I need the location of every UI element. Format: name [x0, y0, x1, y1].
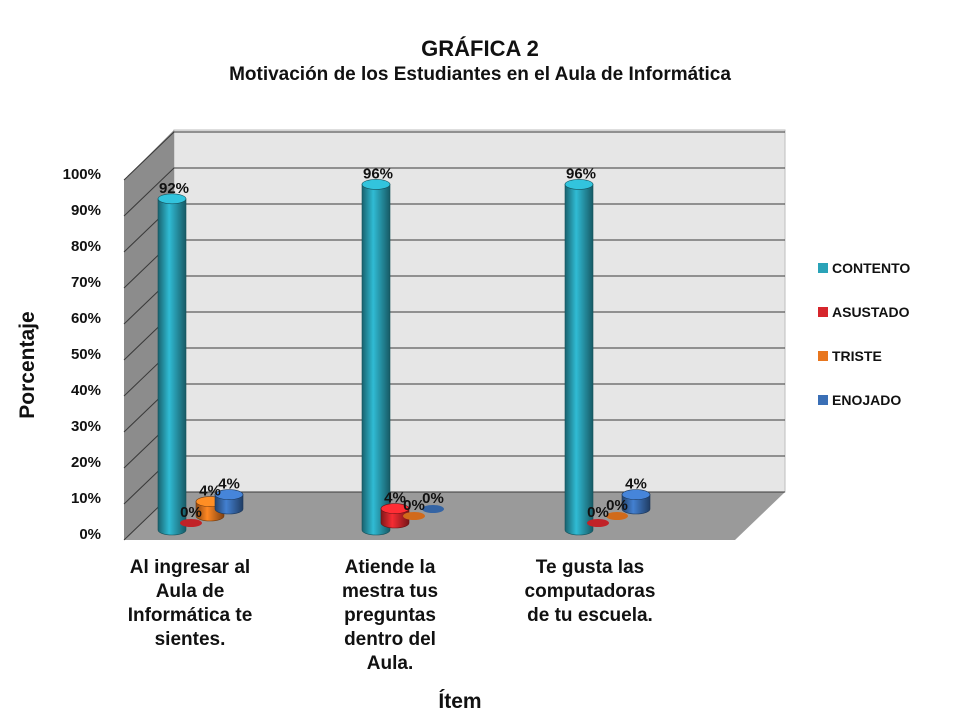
data-label: 96% — [363, 165, 393, 182]
data-label: 92% — [159, 180, 189, 197]
y-tick-label: 0% — [79, 526, 101, 543]
bar-asustado-2 — [380, 503, 410, 529]
legend-item-contento: CONTENTO — [818, 246, 910, 290]
gridline — [123, 167, 785, 217]
y-tick-label: 50% — [71, 346, 101, 363]
y-tick-label: 60% — [71, 310, 101, 327]
y-axis-label: Porcentaje — [16, 311, 39, 419]
y-tick-label: 40% — [71, 382, 101, 399]
bar-contento-2 — [361, 179, 391, 536]
bar-triste-2 — [403, 512, 425, 520]
data-label: 4% — [199, 483, 221, 500]
y-tick-label: 20% — [71, 454, 101, 471]
category-label-line: Informática te — [127, 605, 253, 626]
category-label-3: Te gusta las computadoras de tu escuela. — [500, 556, 680, 628]
y-tick-label: 80% — [71, 238, 101, 255]
legend-swatch — [818, 395, 828, 405]
bar-asustado-3 — [587, 519, 609, 527]
y-tick-label: 10% — [71, 490, 101, 507]
legend-swatch — [818, 351, 828, 361]
category-label-line: computadoras — [524, 581, 656, 602]
y-tick-label: 70% — [71, 274, 101, 291]
y-tick-label: 90% — [71, 202, 101, 219]
back-wall — [173, 129, 786, 493]
category-label-line: sientes. — [154, 629, 226, 650]
legend-item-asustado: ASUSTADO — [818, 290, 910, 334]
category-label-line: Atiende la — [344, 557, 436, 578]
gridline — [123, 131, 785, 181]
category-label-line: mestra tus — [341, 581, 439, 602]
bar-asustado-1 — [180, 519, 202, 527]
bar-enojado-1 — [214, 489, 244, 515]
category-label-line: de tu escuela. — [527, 605, 653, 626]
bar-contento-3 — [564, 179, 594, 536]
category-label-line: dentro del — [344, 629, 436, 650]
category-label-line: Aula. — [366, 653, 414, 674]
data-label: 4% — [218, 476, 240, 493]
legend-swatch — [818, 263, 828, 273]
category-label-2: Atiende la mestra tus preguntas dentro del A… — [300, 556, 480, 676]
category-label-1: Al ingresar al Aula de Informática te sient… — [100, 556, 280, 652]
data-label: 0% — [180, 504, 202, 521]
bar-enojado-2 — [422, 505, 444, 513]
floor — [124, 492, 785, 540]
chart-subtitle: Motivación de los Estudiantes en el Aula… — [229, 64, 731, 85]
category-label-line: preguntas — [344, 605, 436, 626]
data-label: 0% — [606, 497, 628, 514]
legend-swatch — [818, 307, 828, 317]
data-label: 0% — [422, 490, 444, 507]
data-label: 0% — [403, 497, 425, 514]
category-label-line: Te gusta las — [535, 557, 645, 578]
category-label-line: Al ingresar al — [129, 557, 251, 578]
x-axis-label: Ítem — [438, 690, 482, 713]
legend-item-enojado: ENOJADO — [818, 378, 910, 422]
y-tick-label: 100% — [63, 166, 101, 183]
legend-item-triste: TRISTE — [818, 334, 910, 378]
legend: CONTENTO ASUSTADO TRISTE ENOJADO — [818, 246, 910, 422]
bar-enojado-3 — [621, 489, 651, 515]
y-tick-label: 30% — [71, 418, 101, 435]
bar-contento-1 — [157, 193, 187, 536]
data-label: 4% — [625, 476, 647, 493]
data-label: 0% — [587, 504, 609, 521]
bar-triste-3 — [606, 512, 628, 520]
chart-title: GRÁFICA 2 — [421, 36, 539, 61]
data-label: 96% — [566, 165, 596, 182]
category-label-line: Aula de — [155, 581, 225, 602]
data-label: 4% — [384, 490, 406, 507]
